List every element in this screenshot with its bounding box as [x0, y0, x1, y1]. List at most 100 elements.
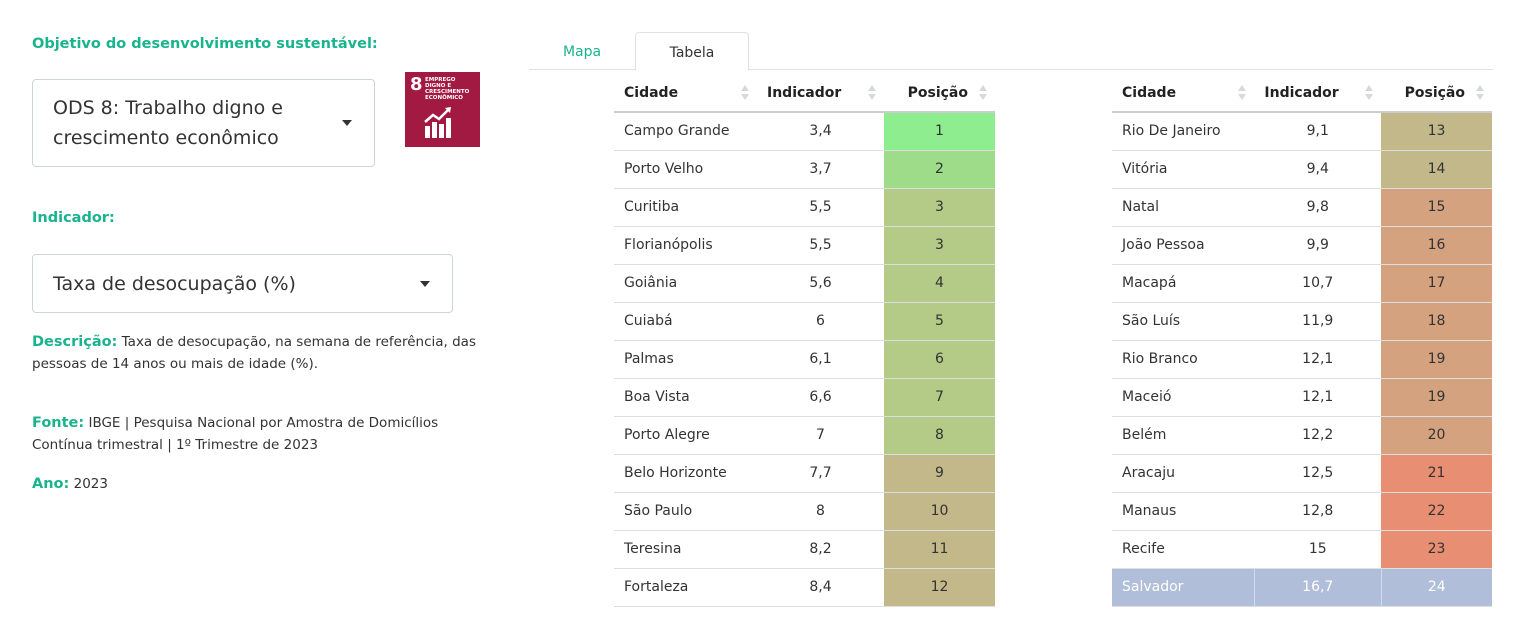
- position-cell: 3: [884, 188, 995, 227]
- sort-icon: [741, 85, 749, 101]
- tab-tabela[interactable]: Tabela: [635, 32, 749, 71]
- city-cell: Macapá: [1112, 264, 1255, 303]
- city-cell: Campo Grande: [614, 112, 757, 151]
- source: Fonte: IBGE | Pesquisa Nacional por Amos…: [32, 413, 502, 456]
- column-header-indicator[interactable]: Indicador: [1254, 74, 1382, 113]
- table-row: Florianópolis 5,5 3: [614, 226, 995, 265]
- city-cell: Porto Alegre: [614, 416, 757, 455]
- position-cell: 10: [884, 492, 995, 531]
- indicator-cell: 7: [757, 416, 884, 455]
- indicator-cell: 7,7: [757, 454, 884, 493]
- city-cell: São Paulo: [614, 492, 757, 531]
- indicator-cell: 9,9: [1254, 226, 1382, 265]
- indicator-cell: 8,2: [757, 530, 884, 569]
- column-header-position[interactable]: Posição: [884, 74, 995, 113]
- table-header-row: Cidade Indicador Posição: [614, 74, 995, 113]
- indicator-cell: 16,7: [1254, 568, 1382, 607]
- indicator-cell: 12,1: [1254, 340, 1382, 379]
- position-cell: 7: [884, 378, 995, 417]
- table-row: Natal 9,8 15: [1112, 188, 1492, 227]
- city-cell: Recife: [1112, 530, 1255, 569]
- table-header-row: Cidade Indicador Posição: [1112, 74, 1492, 113]
- indicator-select-value: Taxa de desocupação (%): [53, 272, 296, 295]
- table-row: Maceió 12,1 19: [1112, 378, 1492, 417]
- column-header-indicator[interactable]: Indicador: [757, 74, 884, 113]
- growth-chart-icon: [424, 107, 451, 138]
- view-tabs: Mapa Tabela: [529, 32, 1493, 71]
- city-cell: Rio De Janeiro: [1112, 112, 1255, 151]
- indicator-cell: 5,6: [757, 264, 884, 303]
- indicator-cell: 10,7: [1254, 264, 1382, 303]
- position-cell: 2: [884, 150, 995, 189]
- position-cell: 12: [884, 568, 995, 607]
- city-cell: Natal: [1112, 188, 1255, 227]
- city-cell: São Luís: [1112, 302, 1255, 341]
- indicator-label: Indicador:: [32, 210, 115, 226]
- city-cell: Cuiabá: [614, 302, 757, 341]
- indicator-cell: 8,4: [757, 568, 884, 607]
- column-header-label: Indicador: [767, 84, 842, 101]
- city-cell: João Pessoa: [1112, 226, 1255, 265]
- chevron-down-icon: [420, 280, 430, 287]
- city-cell: Porto Velho: [614, 150, 757, 189]
- table-row: Cuiabá 6 5: [614, 302, 995, 341]
- position-cell: 15: [1381, 188, 1492, 227]
- table-row: Palmas 6,1 6: [614, 340, 995, 379]
- indicator-cell: 12,2: [1254, 416, 1382, 455]
- sdg-number: 8: [410, 74, 423, 95]
- position-cell: 13: [1381, 112, 1492, 151]
- tab-mapa[interactable]: Mapa: [562, 44, 602, 60]
- city-cell: Curitiba: [614, 188, 757, 227]
- city-cell: Palmas: [614, 340, 757, 379]
- table-row: Campo Grande 3,4 1: [614, 112, 995, 151]
- table-row: Fortaleza 8,4 12: [614, 568, 995, 607]
- city-cell: Fortaleza: [614, 568, 757, 607]
- indicator-cell: 6,6: [757, 378, 884, 417]
- position-cell: 19: [1381, 378, 1492, 417]
- table-row: Teresina 8,2 11: [614, 530, 995, 569]
- table-row: São Luís 11,9 18: [1112, 302, 1492, 341]
- indicator-cell: 12,1: [1254, 378, 1382, 417]
- table-row: João Pessoa 9,9 16: [1112, 226, 1492, 265]
- indicator-cell: 9,1: [1254, 112, 1382, 151]
- column-header-label: Indicador: [1264, 84, 1339, 101]
- indicator-cell: 6: [757, 302, 884, 341]
- city-cell: Vitória: [1112, 150, 1255, 189]
- ranking-table-left: Cidade Indicador Posição Campo Grande 3,4…: [614, 74, 995, 607]
- column-header-label: Cidade: [1122, 84, 1177, 101]
- indicator-cell: 15: [1254, 530, 1382, 569]
- table-row: Salvador 16,7 24: [1112, 568, 1492, 607]
- position-cell: 21: [1381, 454, 1492, 493]
- column-header-position[interactable]: Posição: [1381, 74, 1492, 113]
- table-row: Aracaju 12,5 21: [1112, 454, 1492, 493]
- source-label: Fonte:: [32, 415, 85, 431]
- year-label: Ano:: [32, 476, 70, 492]
- description: Descrição: Taxa de desocupação, na seman…: [32, 332, 502, 375]
- position-cell: 17: [1381, 264, 1492, 303]
- table-row: Rio De Janeiro 9,1 13: [1112, 112, 1492, 151]
- position-cell: 14: [1381, 150, 1492, 189]
- objective-select[interactable]: ODS 8: Trabalho digno e crescimento econ…: [32, 79, 375, 167]
- position-cell: 4: [884, 264, 995, 303]
- sdg-badge: 8 EMPREGO DIGNO E CRESCIMENTO ECONÔMICO: [405, 72, 480, 147]
- description-text: Taxa de desocupação, na semana de referê…: [32, 334, 476, 372]
- indicator-select[interactable]: Taxa de desocupação (%): [32, 254, 453, 313]
- column-header-city[interactable]: Cidade: [614, 74, 757, 113]
- ranking-table-right: Cidade Indicador Posição Rio De Janeiro 9…: [1112, 74, 1492, 607]
- position-cell: 24: [1381, 568, 1492, 607]
- table-row: Manaus 12,8 22: [1112, 492, 1492, 531]
- position-cell: 8: [884, 416, 995, 455]
- table-row: Belém 12,2 20: [1112, 416, 1492, 455]
- source-text: IBGE | Pesquisa Nacional por Amostra de …: [32, 415, 439, 453]
- objective-label: Objetivo do desenvolvimento sustentável:: [32, 36, 378, 52]
- sort-icon: [979, 85, 987, 101]
- column-header-city[interactable]: Cidade: [1112, 74, 1255, 113]
- objective-select-value: ODS 8: Trabalho digno e crescimento econ…: [53, 97, 283, 149]
- table-row: Recife 15 23: [1112, 530, 1492, 569]
- position-cell: 6: [884, 340, 995, 379]
- table-row: São Paulo 8 10: [614, 492, 995, 531]
- indicator-cell: 12,8: [1254, 492, 1382, 531]
- indicator-cell: 5,5: [757, 188, 884, 227]
- description-label: Descrição:: [32, 334, 118, 350]
- position-cell: 11: [884, 530, 995, 569]
